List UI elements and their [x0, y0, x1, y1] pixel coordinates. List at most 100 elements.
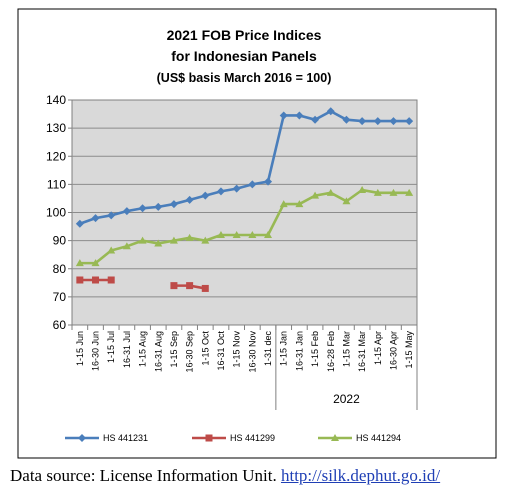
x-tick-label-18: 16-31 Mar	[357, 331, 367, 372]
y-tick-label-80: 80	[53, 262, 67, 276]
series-2-point-14	[295, 200, 304, 208]
legend-marker-0	[78, 434, 86, 442]
x-tick-label-2: 1-15 Jul	[106, 331, 116, 363]
x-tick-label-14: 16-31 Jan	[294, 331, 304, 371]
x-tick-label-5: 16-31 Aug	[153, 331, 163, 372]
series-0-point-18	[358, 117, 367, 126]
series-1-point-6	[170, 282, 178, 290]
series-2-point-12	[264, 231, 273, 238]
series-1-point-2	[107, 276, 115, 284]
series-1-point-0	[76, 276, 84, 284]
y-tick-label-120: 120	[46, 149, 66, 163]
chart-subtitle: (US$ basis March 2016 = 100)	[157, 71, 332, 85]
series-0-point-14	[295, 111, 304, 120]
x-tick-label-7: 16-30 Sep	[185, 331, 195, 373]
series-2-point-21	[405, 188, 414, 196]
series-1	[76, 276, 209, 292]
series-2-point-2	[107, 246, 116, 254]
x-tick-label-11: 16-30 Nov	[247, 331, 257, 373]
legend-label-2: HS 441294	[356, 433, 401, 443]
series-2-point-16	[326, 188, 335, 196]
x-tick-label-10: 1-15 Nov	[232, 331, 242, 368]
series-2-point-3	[122, 242, 131, 250]
series-1-point-7	[186, 282, 194, 290]
y-tick-label-90: 90	[53, 234, 67, 248]
series-0-point-21	[405, 117, 414, 126]
x-tick-label-21: 1-15 May	[404, 331, 414, 369]
x-tick-label-8: 1-15 Oct	[200, 331, 210, 366]
x-tick-label-1: 16-30 Jun	[91, 331, 101, 371]
series-0-point-4	[138, 204, 147, 213]
series-0-point-11	[248, 180, 257, 189]
y-tick-label-60: 60	[53, 318, 67, 332]
series-0	[75, 107, 414, 228]
series-2-point-0	[75, 259, 84, 267]
series-0-point-3	[122, 207, 131, 216]
series-0-point-19	[373, 117, 382, 126]
legend-label-1: HS 441299	[230, 433, 275, 443]
y-tick-label-100: 100	[46, 206, 66, 220]
x-tick-label-12: 1-31 dec	[263, 331, 273, 367]
legend-marker-2	[331, 434, 339, 441]
series-0-point-2	[107, 211, 116, 220]
y-tick-label-130: 130	[46, 121, 66, 135]
series-0-point-7	[185, 195, 194, 204]
y-tick-label-110: 110	[47, 177, 66, 191]
series-2-point-1	[91, 259, 100, 267]
chart-title: 2021 FOB Price Indices for Indonesian Pa…	[157, 27, 332, 85]
grid-lines	[72, 127, 417, 298]
x-tick-label-13: 1-15 Jan	[279, 331, 289, 366]
x-tick-label-17: 1-15 Mar	[341, 331, 351, 367]
series-2	[75, 186, 414, 267]
x-tick-label-20: 16-30 Apr	[388, 331, 398, 370]
series-0-point-15	[311, 115, 320, 124]
series-2-point-5	[154, 239, 163, 247]
series-2-point-8	[201, 236, 210, 244]
data-source-link[interactable]: http://silk.dephut.go.id/	[280, 466, 441, 485]
series-2-line	[79, 188, 410, 265]
series-0-point-17	[342, 115, 351, 124]
series-2-point-6	[169, 236, 178, 244]
series-0-point-20	[389, 117, 398, 126]
series-0-line	[79, 109, 410, 225]
x-tick-label-16: 16-28 Feb	[326, 331, 336, 372]
x-axis: 1-15 Jun 16-30 Jun 1-15 Jul 16-31 Jul 1-15 A…	[71, 325, 418, 410]
caption-text: Data source: License Information Unit.	[10, 466, 281, 485]
series-0-point-16	[326, 107, 335, 116]
series-0-point-10	[232, 184, 241, 193]
y-tick-label-140: 140	[46, 93, 66, 107]
series-0-point-12	[264, 177, 273, 186]
series-1-point-8	[201, 284, 209, 292]
data-source-caption: Data source: License Information Unit. h…	[10, 466, 510, 486]
series-layer	[75, 107, 414, 292]
series-2-point-7	[185, 233, 194, 241]
legend: HS 441231 HS 441299 HS 441294	[65, 433, 401, 443]
x-tick-label-9: 16-31 Oct	[216, 331, 226, 371]
series-2-point-10	[232, 231, 241, 238]
y-axis: 60 70 80 90 100 110 120 130 140	[46, 93, 72, 332]
series-2-point-15	[311, 191, 320, 199]
x-tick-label-0: 1-15 Jun	[75, 331, 85, 366]
series-2-point-17	[342, 197, 351, 205]
series-2-point-11	[248, 231, 257, 238]
year-group-label: 2022	[333, 392, 360, 406]
series-0-point-9	[216, 187, 225, 196]
series-0-point-6	[169, 200, 178, 209]
series-2-point-18	[358, 186, 367, 193]
x-tick-label-6: 1-15 Sep	[169, 331, 179, 368]
x-tick-label-4: 1-15 Aug	[138, 331, 148, 367]
series-2-point-19	[373, 188, 382, 196]
series-2-point-4	[138, 236, 147, 244]
x-tick-label-15: 1-15 Feb	[310, 331, 320, 367]
legend-label-0: HS 441231	[103, 433, 148, 443]
series-0-point-1	[91, 214, 100, 223]
series-0-point-13	[279, 111, 288, 120]
series-0-point-0	[75, 219, 84, 228]
x-tick-label-3: 16-31 Jul	[122, 331, 132, 368]
chart-title-line-1: 2021 FOB Price Indices	[167, 27, 322, 43]
x-tick-label-19: 1-15 Apr	[373, 331, 383, 365]
series-1-point-1	[92, 276, 100, 284]
chart-title-line-2: for Indonesian Panels	[171, 48, 317, 64]
y-tick-label-70: 70	[53, 290, 67, 304]
